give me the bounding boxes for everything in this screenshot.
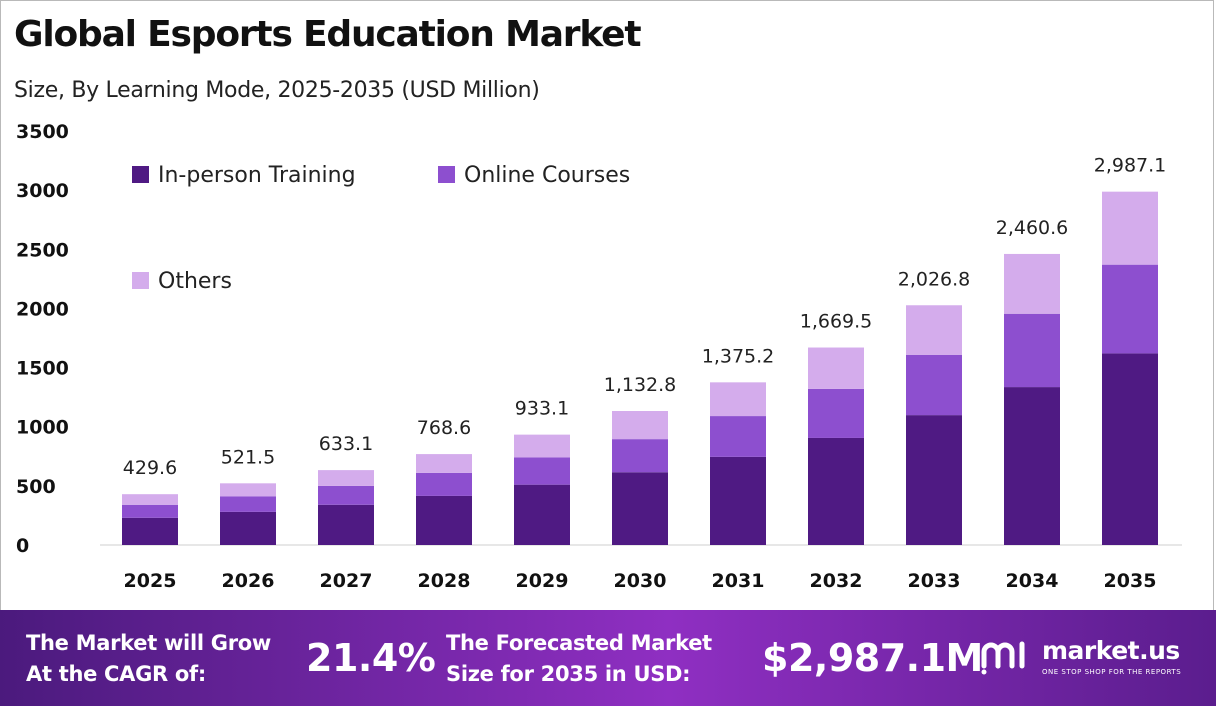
bar-segment xyxy=(612,472,668,545)
bar-segment xyxy=(514,434,570,458)
bar-total-label: 2,026.8 xyxy=(898,268,971,290)
legend-swatch xyxy=(132,272,149,289)
bar-segment xyxy=(612,439,668,473)
x-tick-label: 2033 xyxy=(908,570,961,592)
y-tick-label: 3000 xyxy=(16,180,69,202)
forecast-label-line1: The Forecasted Market xyxy=(446,631,712,655)
x-tick-label: 2034 xyxy=(1006,570,1059,592)
bar-segment xyxy=(514,484,570,545)
chart-frame xyxy=(0,0,1214,610)
x-tick-label: 2032 xyxy=(810,570,863,592)
x-tick-label: 2035 xyxy=(1104,570,1157,592)
bar-total-label: 521.5 xyxy=(221,446,275,468)
bar-total-label: 2,987.1 xyxy=(1094,155,1167,177)
x-axis: 2025 2026 2027 2028 2029 2030 2031 2032 2033 2034… xyxy=(124,570,1157,592)
y-tick-label: 0 xyxy=(16,535,29,557)
bar-segment xyxy=(808,347,864,389)
bar-segment xyxy=(906,415,962,545)
stacked-bar-chart: 0 500 1000 1500 2000 2500 3000 3500 429.6 521.5 6… xyxy=(16,121,1182,592)
market-us-logo-icon xyxy=(981,641,1025,675)
y-tick-label: 2500 xyxy=(16,239,69,261)
bar-segment xyxy=(808,388,864,438)
bar-segment xyxy=(416,472,472,496)
x-tick-label: 2026 xyxy=(222,570,275,592)
cagr-label-line2: At the CAGR of: xyxy=(26,662,206,686)
brand-tagline: ONE STOP SHOP FOR THE REPORTS xyxy=(1042,668,1182,676)
bar-total-label: 1,132.8 xyxy=(604,374,677,396)
bar-segment xyxy=(1102,353,1158,545)
bar-segment xyxy=(122,504,178,518)
bar-total-label: 2,460.6 xyxy=(996,217,1069,239)
bar-segment xyxy=(514,457,570,485)
bar-segment xyxy=(220,511,276,545)
y-tick-label: 1000 xyxy=(16,417,69,439)
bar-segment xyxy=(220,496,276,512)
chart-title: Global Esports Education Market xyxy=(14,14,642,55)
bar-segment xyxy=(122,517,178,545)
bar-total-label: 768.6 xyxy=(417,417,471,439)
legend-swatch xyxy=(132,166,149,183)
bar-segment xyxy=(416,495,472,545)
chart-subtitle: Size, By Learning Mode, 2025-2035 (USD M… xyxy=(14,78,540,103)
cagr-value: 21.4% xyxy=(306,636,436,680)
bar-segment xyxy=(1004,313,1060,388)
bar-total-label: 633.1 xyxy=(319,433,373,455)
bar-segment xyxy=(1004,387,1060,545)
x-tick-label: 2029 xyxy=(516,570,569,592)
bar-segment xyxy=(318,470,374,486)
bar-segment xyxy=(220,483,276,497)
bar-total-label: 1,669.5 xyxy=(800,311,873,333)
bar-total-label: 933.1 xyxy=(515,398,569,420)
x-tick-label: 2030 xyxy=(614,570,667,592)
x-tick-label: 2031 xyxy=(712,570,765,592)
forecast-label-line2: Size for 2035 in USD: xyxy=(446,662,691,686)
brand-name: market.us xyxy=(1042,636,1180,665)
x-tick-label: 2028 xyxy=(418,570,471,592)
bar-segment xyxy=(416,454,472,473)
bar-segment xyxy=(906,305,962,355)
bar-segment xyxy=(710,456,766,545)
bar-segment xyxy=(1102,264,1158,354)
x-tick-label: 2027 xyxy=(320,570,373,592)
bar-segment xyxy=(906,354,962,416)
bar-segment xyxy=(1004,253,1060,314)
bar-total-label: 429.6 xyxy=(123,457,177,479)
cagr-label-line1: The Market will Grow xyxy=(26,631,271,655)
bar-segment xyxy=(318,504,374,545)
bar-segment xyxy=(1102,191,1158,265)
legend-swatch xyxy=(438,166,455,183)
y-tick-label: 3500 xyxy=(16,121,69,143)
forecast-value: $2,987.1M xyxy=(762,636,983,680)
y-tick-label: 1500 xyxy=(16,358,69,380)
legend-label: Others xyxy=(158,269,232,294)
bar-segment xyxy=(122,494,178,505)
bar-segment xyxy=(318,485,374,505)
y-tick-label: 500 xyxy=(16,476,56,498)
bar-segment xyxy=(710,416,766,457)
y-tick-label: 2000 xyxy=(16,298,69,320)
legend-label: Online Courses xyxy=(464,163,630,188)
legend: In-person Training Online Courses Others xyxy=(132,163,630,294)
legend-label: In-person Training xyxy=(158,163,356,188)
bar-segment xyxy=(710,382,766,417)
bar-segment xyxy=(612,411,668,440)
y-axis: 0 500 1000 1500 2000 2500 3000 3500 xyxy=(16,121,69,557)
bars: 429.6 521.5 633.1 768.6 933.1 1,132.8 1,375.2 1… xyxy=(122,155,1166,545)
bar-total-label: 1,375.2 xyxy=(702,345,775,367)
bar-segment xyxy=(808,437,864,545)
x-tick-label: 2025 xyxy=(124,570,177,592)
